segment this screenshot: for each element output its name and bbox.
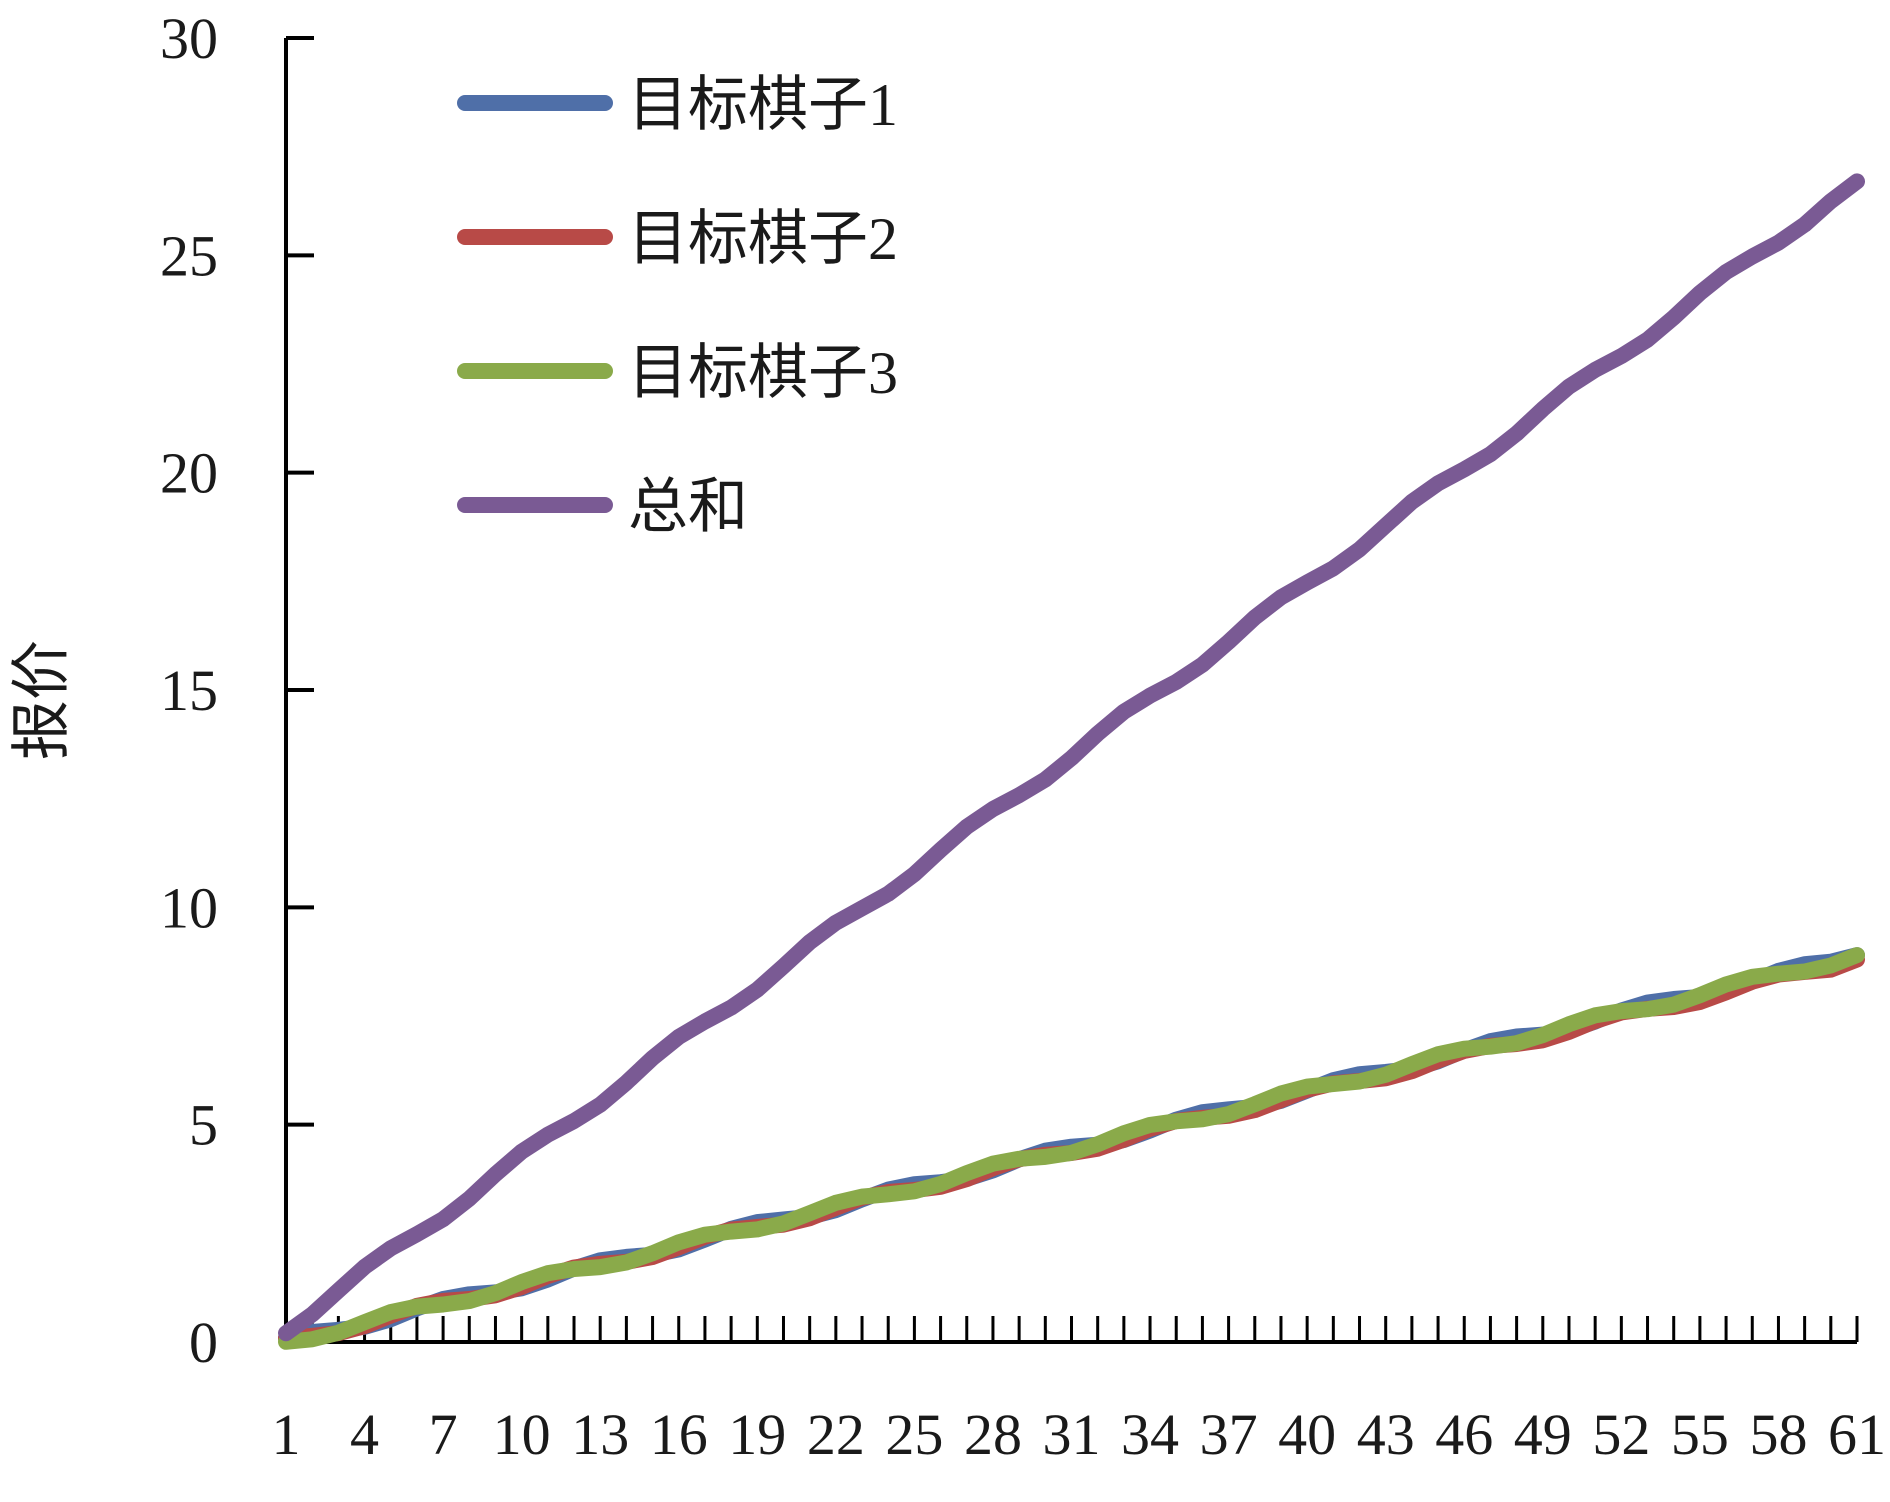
series-line-4 [278, 173, 1865, 1342]
legend: 目标棋子1 目标棋子2 目标棋子3 总和 [457, 72, 898, 540]
x-tick-label: 13 [571, 1402, 629, 1467]
series-line-3 [278, 947, 1865, 1350]
y-tick-label: 30 [160, 6, 218, 71]
x-tick-label: 10 [493, 1402, 551, 1467]
legend-label: 目标棋子3 [628, 340, 898, 406]
x-tick-label: 52 [1592, 1402, 1650, 1467]
x-tick-label: 46 [1435, 1402, 1493, 1467]
x-tick-label: 25 [885, 1402, 943, 1467]
legend-label: 目标棋子2 [628, 206, 898, 272]
x-tick-label: 19 [728, 1402, 786, 1467]
x-tick-label: 31 [1043, 1402, 1101, 1467]
y-axis-title: 报价 [9, 640, 75, 760]
x-tick-label: 7 [429, 1402, 458, 1467]
x-tick-label: 4 [350, 1402, 379, 1467]
y-tick-label: 15 [160, 658, 218, 723]
x-tick-label: 49 [1514, 1402, 1572, 1467]
y-tick-label: 0 [189, 1310, 218, 1375]
legend-label: 目标棋子1 [628, 72, 898, 138]
x-tick-label: 58 [1749, 1402, 1807, 1467]
y-tick-label: 5 [189, 1093, 218, 1158]
x-tick-label: 61 [1828, 1402, 1886, 1467]
x-tick-label: 22 [807, 1402, 865, 1467]
x-tick-label: 55 [1671, 1402, 1729, 1467]
y-tick-label: 25 [160, 223, 218, 288]
x-tick-label: 28 [964, 1402, 1022, 1467]
y-tick-label: 20 [160, 441, 218, 506]
x-tick-label: 1 [272, 1402, 301, 1467]
y-tick-label: 10 [160, 875, 218, 940]
x-tick-label: 16 [650, 1402, 708, 1467]
x-tick-label: 37 [1200, 1402, 1258, 1467]
legend-label: 总和 [628, 474, 748, 540]
series-lines [278, 173, 1865, 1350]
axes: 0 5 10 15 20 25 30 1 4 7 10 13 16 19 22 25 28 31 34 37 40 43 4… [160, 6, 1886, 1467]
x-tick-label: 40 [1278, 1402, 1336, 1467]
x-tick-label: 34 [1121, 1402, 1179, 1467]
x-tick-label: 43 [1357, 1402, 1415, 1467]
